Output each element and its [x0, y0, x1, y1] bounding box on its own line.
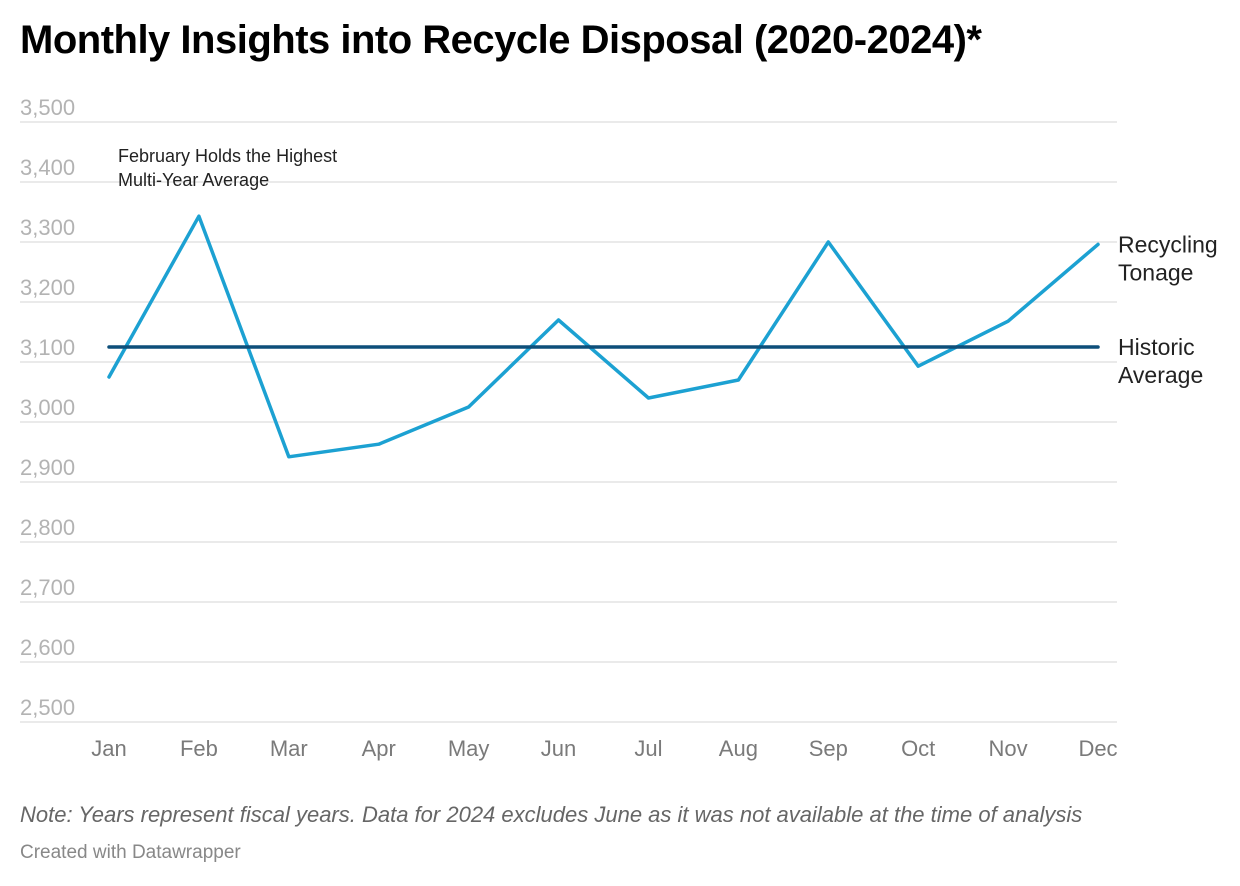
recycling-tonage-line	[107, 214, 1100, 459]
y-tick-label: 2,600	[20, 635, 75, 660]
annotation-text: February Holds the Highest	[118, 146, 337, 166]
x-tick-label: Sep	[809, 736, 848, 761]
y-tick-label: 3,100	[20, 335, 75, 360]
x-tick-label: Oct	[901, 736, 935, 761]
series-lines	[107, 214, 1100, 459]
y-tick-label: 2,700	[20, 575, 75, 600]
grid-lines	[20, 121, 1117, 723]
y-tick-label: 2,800	[20, 515, 75, 540]
series-label: Average	[1118, 362, 1203, 388]
x-tick-label: Dec	[1078, 736, 1117, 761]
x-tick-label: Jul	[634, 736, 662, 761]
y-axis-tick-labels: 3,500 3,400 3,300 3,200 3,100 3,000 2,900 2,800…	[20, 95, 75, 720]
x-axis-tick-labels: Jan Feb Mar Apr May Jun Jul Aug Sep Oct Nov Dec	[91, 736, 1117, 761]
annotation: February Holds the Highest Multi-Year Ave…	[118, 146, 337, 190]
y-tick-label: 2,900	[20, 455, 75, 480]
annotation-text: Multi-Year Average	[118, 170, 269, 190]
y-tick-label: 3,400	[20, 155, 75, 180]
series-label: Recycling	[1118, 231, 1218, 257]
line-chart: 3,500 3,400 3,300 3,200 3,100 3,000 2,900 2,800…	[20, 95, 1218, 761]
x-tick-label: Feb	[180, 736, 218, 761]
series-label: Tonage	[1118, 259, 1193, 285]
chart-note: Note: Years represent fiscal years. Data…	[20, 802, 1083, 827]
y-tick-label: 2,500	[20, 695, 75, 720]
y-tick-label: 3,200	[20, 275, 75, 300]
y-tick-label: 3,000	[20, 395, 75, 420]
x-tick-label: Aug	[719, 736, 758, 761]
x-tick-label: Apr	[362, 736, 396, 761]
y-tick-label: 3,500	[20, 95, 75, 120]
x-tick-label: May	[448, 736, 490, 761]
x-tick-label: Jan	[91, 736, 126, 761]
chart-credit: Created with Datawrapper	[20, 842, 241, 863]
series-label: Historic	[1118, 334, 1195, 360]
y-tick-label: 3,300	[20, 215, 75, 240]
x-tick-label: Jun	[541, 736, 576, 761]
chart-title: Monthly Insights into Recycle Disposal (…	[20, 18, 982, 62]
x-tick-label: Nov	[989, 736, 1028, 761]
x-tick-label: Mar	[270, 736, 308, 761]
